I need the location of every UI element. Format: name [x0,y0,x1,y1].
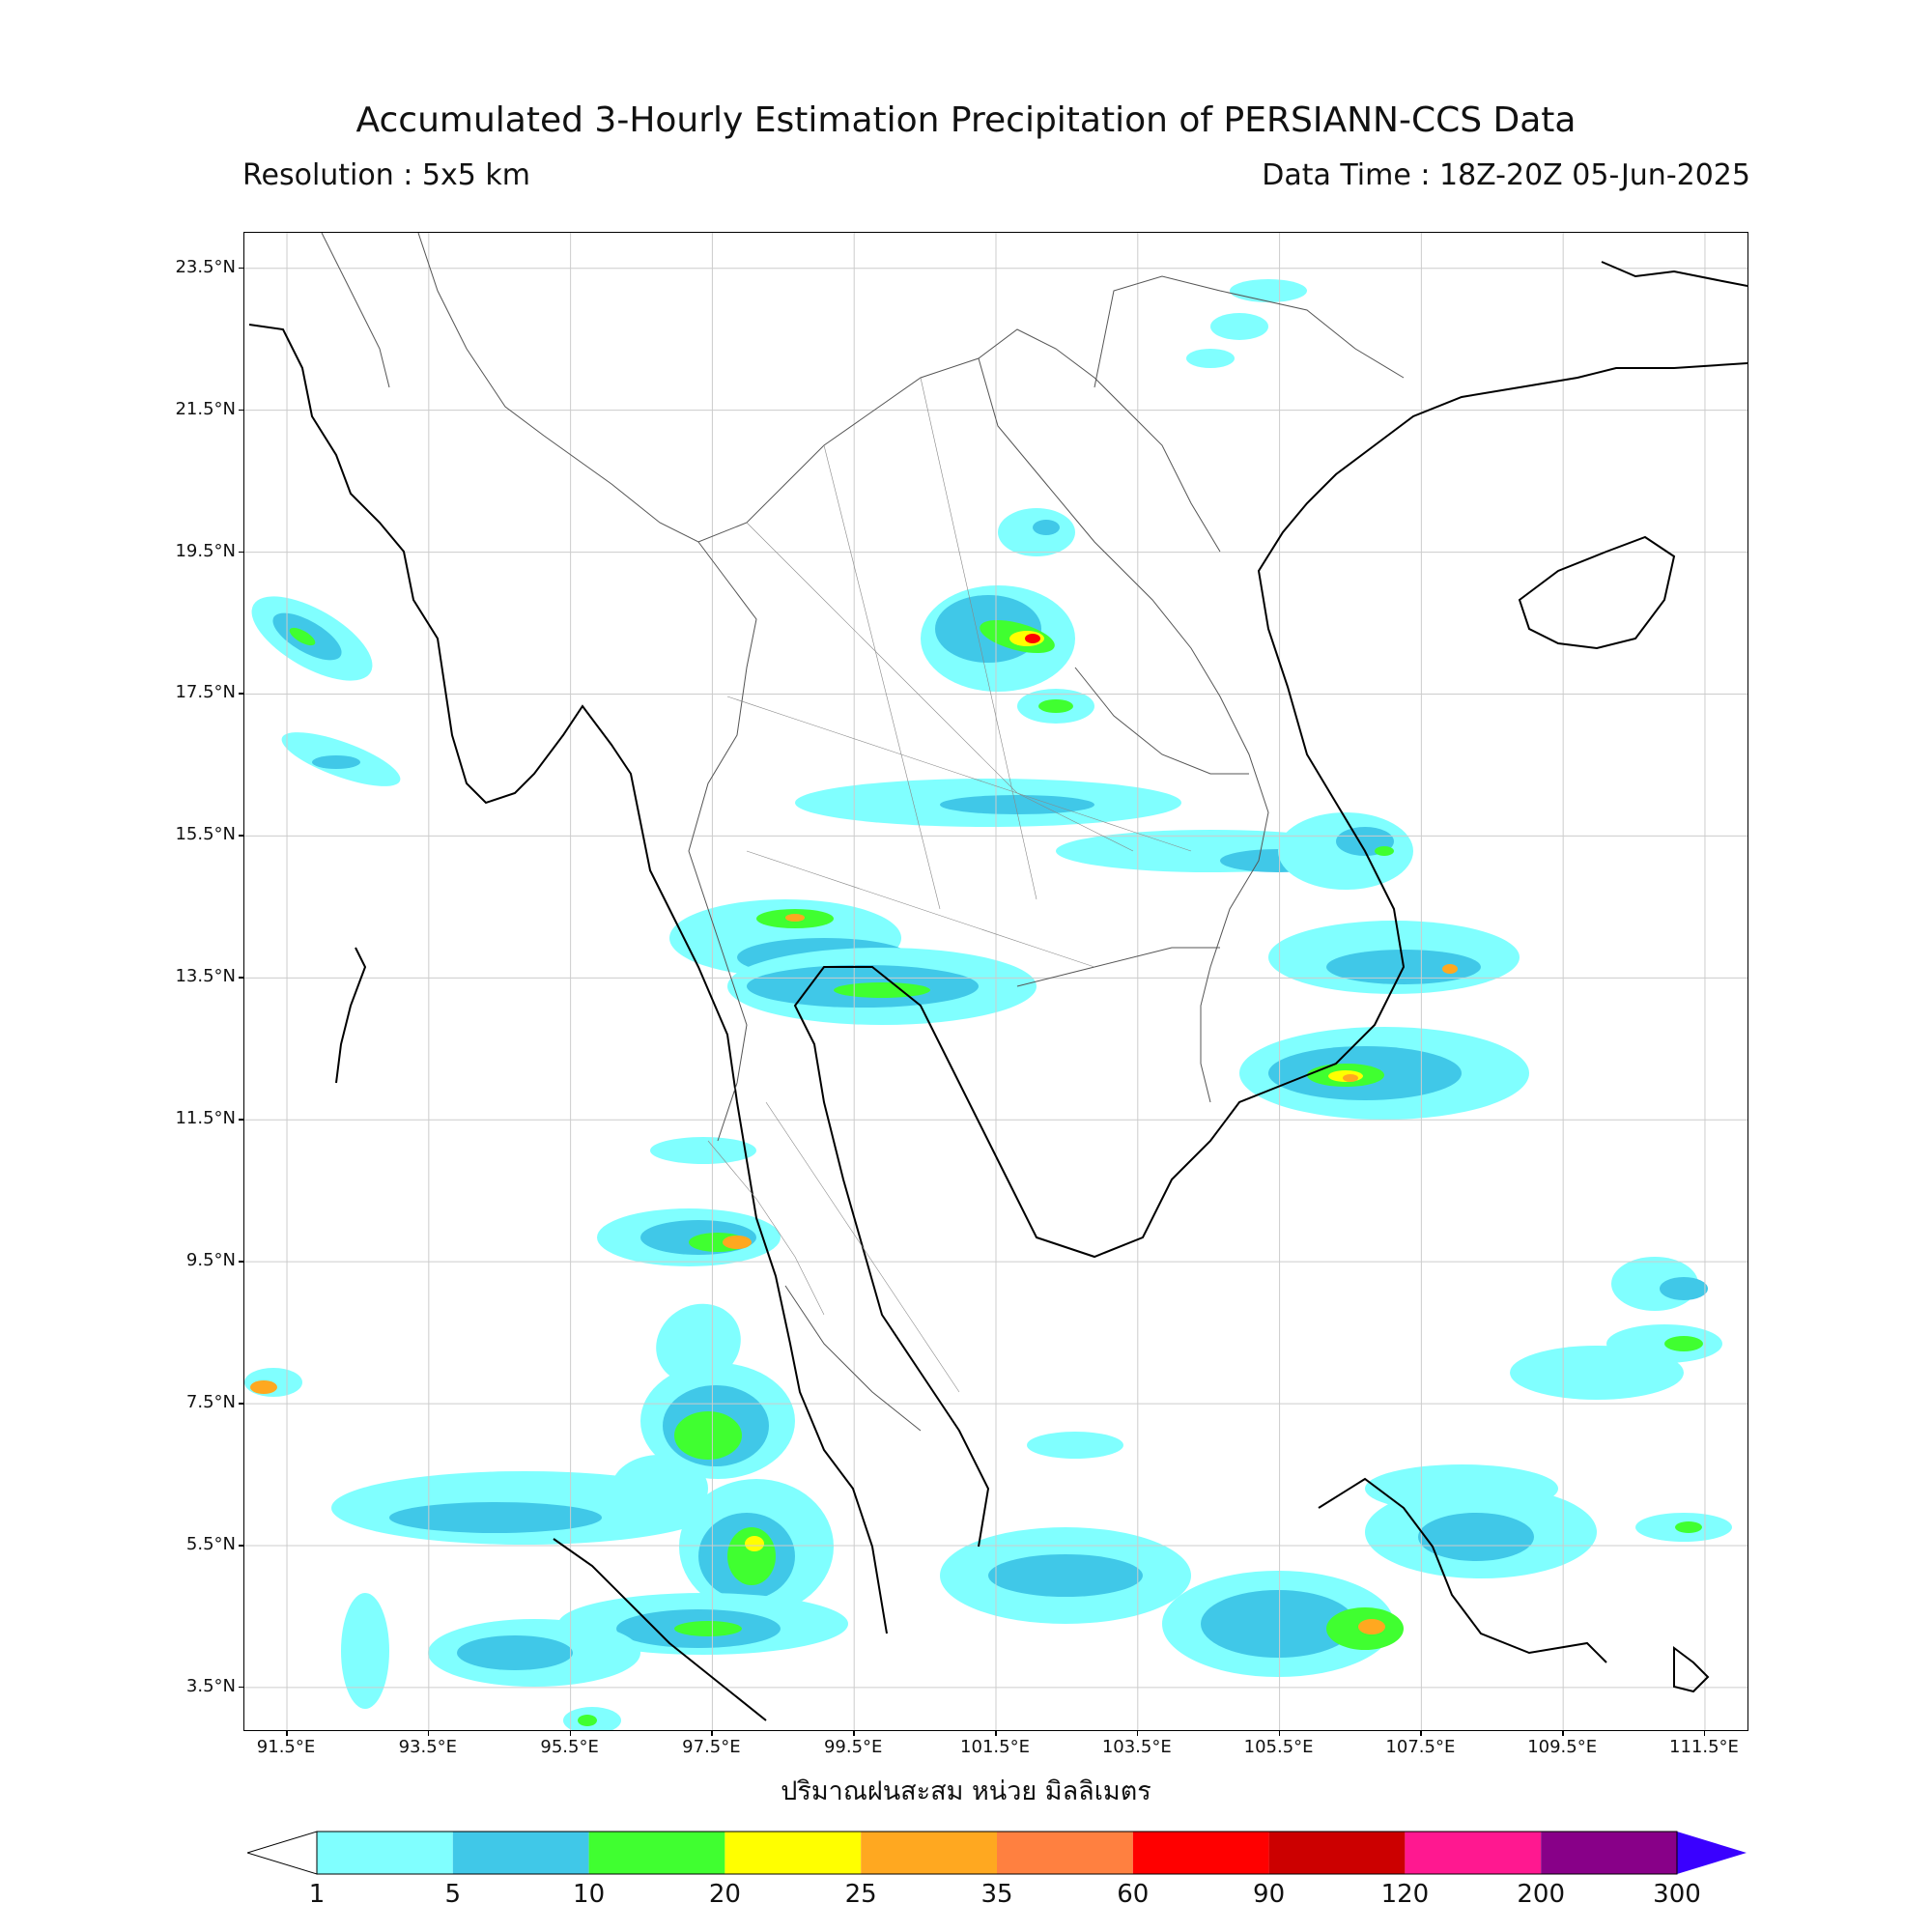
lat-label: 7.5°N [185,1392,236,1413]
lon-tick [1136,1730,1139,1736]
lon-label: 103.5°E [1101,1737,1172,1757]
map-canvas [244,233,1747,1730]
precipitation-map [243,232,1748,1731]
lat-label: 5.5°N [185,1534,236,1554]
lat-tick [239,977,244,979]
colorbar-tick-label: 20 [708,1880,741,1909]
colorbar-under-triangle [247,1831,318,1875]
lat-label: 17.5°N [175,682,236,703]
map-title: Accumulated 3-Hourly Estimation Precipit… [355,100,1577,140]
colorbar-segment [588,1832,725,1874]
colorbar-tick-label: 5 [444,1880,462,1909]
lon-tick [1420,1730,1422,1736]
lon-label: 95.5°E [540,1737,599,1757]
colorbar-segment [861,1832,997,1874]
lon-label: 93.5°E [398,1737,458,1757]
lat-label: 23.5°N [175,256,236,277]
colorbar-tick-label: 200 [1517,1880,1566,1909]
colorbar-tick-label: 60 [1117,1880,1150,1909]
lat-label: 13.5°N [175,966,236,987]
colorbar-tick-label: 1 [308,1880,326,1909]
lon-tick [853,1730,855,1736]
lat-label: 15.5°N [175,824,236,845]
lat-tick [239,409,244,412]
province-borders [707,377,1192,1393]
colorbar-tick-label: 90 [1253,1880,1286,1909]
data-time-label: Data Time : 18Z-20Z 05-Jun-2025 [1262,158,1750,192]
colorbar-tick-label: 120 [1380,1880,1430,1909]
colorbar-tick-label: 10 [573,1880,606,1909]
colorbar-label: ปริมาณฝนสะสม หน่วย มิลลิเมตร [781,1776,1151,1806]
lat-tick [239,551,244,554]
lon-tick [286,1730,288,1736]
coastlines [248,261,1747,1721]
colorbar-segment [1268,1832,1406,1874]
colorbar-outline [316,1831,1678,1875]
colorbar-segment [1132,1832,1269,1874]
country-borders [321,233,1405,1432]
colorbar-segment [452,1832,589,1874]
lat-tick [239,267,244,270]
lon-label: 107.5°E [1385,1737,1456,1757]
colorbar-segment [997,1832,1133,1874]
lon-label: 91.5°E [256,1737,316,1757]
lat-tick [239,693,244,695]
colorbar-segment [317,1832,453,1874]
lon-label: 111.5°E [1669,1737,1739,1757]
lat-tick [239,1261,244,1263]
lat-label: 21.5°N [175,398,236,419]
lon-tick [1562,1730,1564,1736]
lat-tick [239,1403,244,1405]
lat-lon-grid [244,233,1747,1730]
lon-tick [1703,1730,1706,1736]
lon-label: 101.5°E [960,1737,1030,1757]
lon-tick [711,1730,713,1736]
colorbar-segment [1405,1832,1542,1874]
lat-tick [239,835,244,837]
precipitation-layer [244,279,1732,1730]
lat-tick [239,1545,244,1547]
colorbar-tick-label: 25 [844,1880,877,1909]
lon-tick [995,1730,997,1736]
lat-label: 9.5°N [185,1250,236,1271]
lon-label: 99.5°E [823,1737,883,1757]
colorbar [247,1831,1747,1875]
lon-tick [1278,1730,1281,1736]
colorbar-segment [724,1832,862,1874]
colorbar-segment [1541,1832,1677,1874]
lat-tick [239,1119,244,1121]
lat-label: 3.5°N [185,1675,236,1696]
lon-label: 109.5°E [1527,1737,1598,1757]
lon-tick [427,1730,430,1736]
colorbar-over-triangle [1677,1832,1747,1874]
resolution-label: Resolution : 5x5 km [242,158,530,192]
lon-label: 97.5°E [682,1737,741,1757]
colorbar-tick-label: 300 [1653,1880,1701,1909]
colorbar-tick-label: 35 [980,1880,1013,1909]
lat-label: 19.5°N [175,540,236,561]
lat-tick [239,1686,244,1689]
lon-label: 105.5°E [1243,1737,1314,1757]
lat-label: 11.5°N [175,1108,236,1129]
lon-tick [569,1730,572,1736]
